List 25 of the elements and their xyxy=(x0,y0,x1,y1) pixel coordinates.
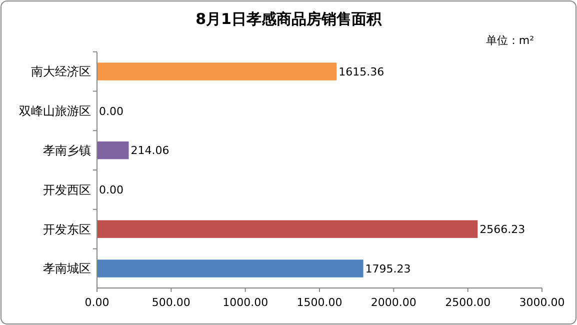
data-label: 0.00 xyxy=(99,184,124,197)
x-tick-label: 1000.00 xyxy=(222,296,268,309)
bar xyxy=(97,62,337,80)
bar xyxy=(97,141,129,160)
x-tick-label: 2000.00 xyxy=(370,296,416,309)
data-label: 1795.23 xyxy=(365,262,411,276)
bar xyxy=(97,260,364,278)
x-tick-label: 2500.00 xyxy=(445,296,491,309)
data-label: 2566.23 xyxy=(480,222,526,236)
data-label: 214.06 xyxy=(130,144,170,158)
y-tick-label: 孝南城区 xyxy=(43,262,91,276)
chart-title: 8月1日孝感商品房销售面积 xyxy=(196,10,382,28)
text: 单位：m² xyxy=(486,34,534,47)
y-tick-label: 开发西区 xyxy=(43,182,91,197)
y-tick-label: 南大经济区 xyxy=(31,64,91,79)
x-tick-label: 1500.00 xyxy=(296,296,342,309)
data-label: 0.00 xyxy=(99,104,124,118)
x-tick-label: 500.00 xyxy=(152,296,190,309)
y-tick-label: 开发东区 xyxy=(43,222,91,236)
bar xyxy=(97,220,478,238)
data-label: 1615.36 xyxy=(338,65,384,78)
x-tick-label: 0.00 xyxy=(84,296,110,309)
y-tick-label: 孝南乡镇 xyxy=(43,144,91,158)
x-tick-label: 3000.00 xyxy=(519,296,565,309)
y-tick-label: 双峰山旅游区 xyxy=(19,104,91,118)
